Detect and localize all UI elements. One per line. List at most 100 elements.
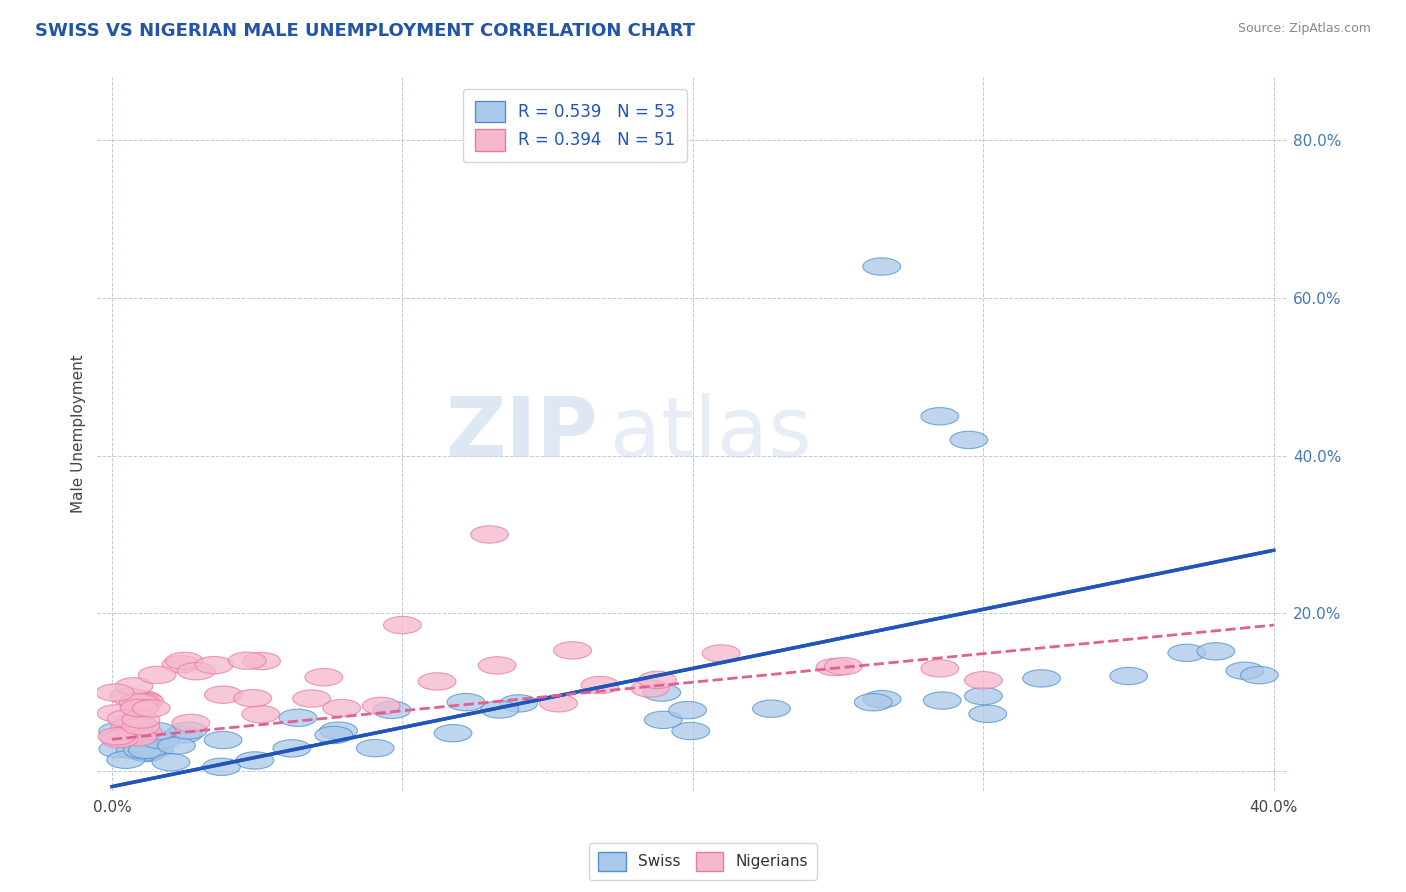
Ellipse shape — [447, 693, 485, 711]
Ellipse shape — [278, 709, 316, 726]
Ellipse shape — [1022, 670, 1060, 687]
Ellipse shape — [165, 726, 202, 743]
Ellipse shape — [969, 706, 1007, 723]
Ellipse shape — [138, 723, 176, 739]
Ellipse shape — [644, 711, 682, 729]
Ellipse shape — [950, 431, 988, 449]
Ellipse shape — [323, 699, 360, 717]
Ellipse shape — [98, 740, 136, 757]
Ellipse shape — [121, 697, 159, 714]
Ellipse shape — [96, 684, 134, 701]
Ellipse shape — [273, 739, 311, 757]
Ellipse shape — [142, 731, 179, 748]
Ellipse shape — [177, 663, 215, 680]
Ellipse shape — [478, 657, 516, 674]
Y-axis label: Male Unemployment: Male Unemployment — [72, 355, 86, 514]
Ellipse shape — [356, 739, 394, 756]
Ellipse shape — [921, 408, 959, 425]
Ellipse shape — [117, 742, 155, 759]
Ellipse shape — [117, 729, 155, 747]
Ellipse shape — [305, 669, 343, 686]
Ellipse shape — [117, 714, 155, 731]
Ellipse shape — [855, 694, 893, 711]
Ellipse shape — [172, 714, 209, 731]
Ellipse shape — [669, 701, 707, 719]
Ellipse shape — [418, 673, 456, 690]
Ellipse shape — [121, 699, 159, 716]
Ellipse shape — [121, 692, 159, 710]
Ellipse shape — [118, 723, 155, 740]
Ellipse shape — [384, 616, 422, 633]
Ellipse shape — [195, 657, 233, 673]
Legend: R = 0.539   N = 53, R = 0.394   N = 51: R = 0.539 N = 53, R = 0.394 N = 51 — [463, 89, 686, 162]
Ellipse shape — [118, 730, 156, 747]
Ellipse shape — [540, 695, 578, 712]
Ellipse shape — [292, 690, 330, 707]
Ellipse shape — [921, 660, 959, 677]
Ellipse shape — [863, 258, 901, 276]
Ellipse shape — [554, 641, 592, 659]
Ellipse shape — [863, 690, 901, 708]
Ellipse shape — [107, 751, 145, 768]
Ellipse shape — [114, 732, 152, 749]
Ellipse shape — [481, 701, 519, 718]
Ellipse shape — [824, 657, 862, 675]
Ellipse shape — [98, 728, 136, 745]
Ellipse shape — [672, 723, 710, 739]
Legend: Swiss, Nigerians: Swiss, Nigerians — [589, 843, 817, 880]
Ellipse shape — [120, 694, 157, 711]
Ellipse shape — [434, 724, 472, 742]
Ellipse shape — [122, 717, 160, 735]
Ellipse shape — [120, 699, 157, 716]
Ellipse shape — [702, 645, 740, 662]
Ellipse shape — [125, 744, 163, 761]
Ellipse shape — [204, 686, 242, 703]
Text: atlas: atlas — [610, 393, 811, 475]
Ellipse shape — [115, 678, 153, 695]
Text: Source: ZipAtlas.com: Source: ZipAtlas.com — [1237, 22, 1371, 36]
Ellipse shape — [202, 758, 240, 775]
Ellipse shape — [233, 690, 271, 706]
Ellipse shape — [122, 711, 160, 728]
Ellipse shape — [111, 717, 149, 735]
Ellipse shape — [124, 690, 162, 708]
Ellipse shape — [471, 525, 509, 543]
Ellipse shape — [166, 652, 204, 670]
Ellipse shape — [152, 754, 190, 771]
Ellipse shape — [581, 676, 619, 694]
Ellipse shape — [135, 740, 173, 757]
Ellipse shape — [110, 688, 148, 706]
Ellipse shape — [363, 698, 401, 714]
Ellipse shape — [1226, 662, 1264, 680]
Ellipse shape — [169, 722, 207, 739]
Ellipse shape — [499, 695, 537, 712]
Ellipse shape — [638, 672, 676, 689]
Ellipse shape — [120, 729, 156, 746]
Ellipse shape — [319, 722, 357, 739]
Ellipse shape — [104, 729, 142, 747]
Ellipse shape — [128, 741, 166, 759]
Ellipse shape — [815, 658, 853, 676]
Ellipse shape — [157, 737, 195, 755]
Ellipse shape — [924, 692, 962, 709]
Ellipse shape — [1109, 667, 1147, 685]
Ellipse shape — [101, 731, 138, 747]
Ellipse shape — [98, 723, 136, 739]
Ellipse shape — [315, 726, 353, 744]
Ellipse shape — [242, 706, 280, 723]
Text: SWISS VS NIGERIAN MALE UNEMPLOYMENT CORRELATION CHART: SWISS VS NIGERIAN MALE UNEMPLOYMENT CORR… — [35, 22, 696, 40]
Ellipse shape — [236, 752, 274, 769]
Ellipse shape — [132, 699, 170, 717]
Ellipse shape — [965, 672, 1002, 689]
Ellipse shape — [243, 652, 280, 670]
Ellipse shape — [124, 741, 162, 759]
Ellipse shape — [127, 692, 163, 710]
Ellipse shape — [138, 666, 176, 683]
Ellipse shape — [128, 744, 166, 762]
Text: ZIP: ZIP — [446, 393, 598, 475]
Ellipse shape — [162, 656, 200, 673]
Ellipse shape — [643, 684, 681, 701]
Ellipse shape — [228, 652, 266, 669]
Ellipse shape — [752, 700, 790, 717]
Ellipse shape — [97, 705, 135, 722]
